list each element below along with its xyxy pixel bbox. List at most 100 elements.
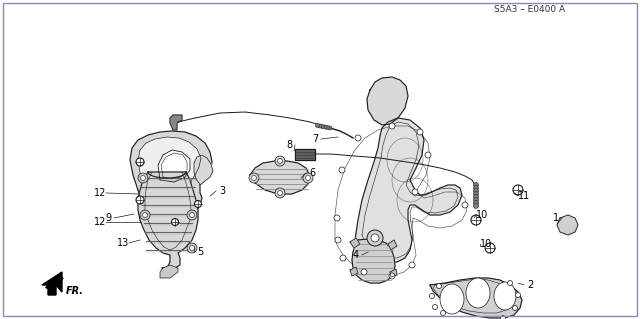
Circle shape	[361, 269, 367, 275]
Circle shape	[339, 167, 345, 173]
Text: FR.: FR.	[66, 286, 84, 296]
Polygon shape	[158, 150, 190, 182]
Text: 12: 12	[94, 188, 106, 198]
Circle shape	[195, 201, 202, 207]
Circle shape	[371, 234, 379, 242]
Circle shape	[143, 212, 147, 218]
Circle shape	[305, 175, 310, 181]
Polygon shape	[138, 137, 201, 210]
Circle shape	[417, 129, 423, 135]
Text: 8: 8	[286, 140, 292, 150]
Circle shape	[328, 126, 332, 130]
Polygon shape	[130, 131, 212, 218]
Circle shape	[425, 152, 431, 158]
Ellipse shape	[466, 278, 490, 308]
Circle shape	[278, 190, 282, 196]
Circle shape	[318, 124, 322, 128]
Circle shape	[412, 189, 418, 195]
Polygon shape	[355, 118, 462, 262]
Text: 13: 13	[117, 238, 129, 248]
Circle shape	[334, 215, 340, 221]
Polygon shape	[367, 77, 408, 125]
Polygon shape	[295, 149, 315, 160]
Circle shape	[141, 175, 145, 181]
Polygon shape	[388, 240, 397, 250]
Circle shape	[474, 201, 479, 205]
Polygon shape	[194, 155, 213, 185]
Circle shape	[335, 237, 341, 243]
Circle shape	[323, 125, 327, 129]
Circle shape	[513, 306, 518, 310]
Text: 3: 3	[219, 186, 225, 196]
Circle shape	[515, 293, 520, 298]
Text: 2: 2	[527, 280, 533, 290]
Circle shape	[321, 124, 324, 129]
Ellipse shape	[440, 284, 464, 314]
Circle shape	[485, 243, 495, 253]
Circle shape	[474, 197, 479, 203]
Circle shape	[187, 210, 197, 220]
Circle shape	[429, 293, 435, 299]
Text: 4: 4	[353, 250, 359, 260]
Circle shape	[474, 191, 479, 197]
Circle shape	[326, 125, 330, 130]
Polygon shape	[390, 269, 397, 277]
Polygon shape	[350, 238, 360, 248]
Ellipse shape	[494, 282, 516, 310]
Circle shape	[249, 173, 259, 183]
Circle shape	[278, 159, 282, 164]
Circle shape	[436, 284, 442, 288]
Circle shape	[340, 255, 346, 261]
Text: 10: 10	[480, 239, 492, 249]
Text: 9: 9	[105, 213, 111, 223]
Circle shape	[303, 173, 313, 183]
Polygon shape	[430, 278, 522, 318]
Circle shape	[389, 273, 395, 279]
Text: 11: 11	[518, 191, 530, 201]
Circle shape	[474, 195, 479, 199]
Circle shape	[136, 158, 144, 166]
Polygon shape	[42, 272, 62, 295]
Text: 1: 1	[553, 213, 559, 223]
Circle shape	[172, 219, 179, 226]
Circle shape	[474, 186, 479, 190]
Text: 5: 5	[197, 247, 203, 257]
Circle shape	[389, 123, 395, 129]
Circle shape	[316, 123, 319, 128]
Circle shape	[433, 305, 438, 309]
Circle shape	[275, 188, 285, 198]
Polygon shape	[352, 239, 395, 283]
Polygon shape	[166, 212, 184, 230]
Polygon shape	[350, 267, 358, 276]
Circle shape	[138, 173, 148, 183]
Circle shape	[136, 196, 144, 204]
Polygon shape	[557, 215, 578, 235]
Polygon shape	[250, 161, 310, 194]
Circle shape	[471, 215, 481, 225]
Circle shape	[474, 189, 479, 194]
Text: S5A3 – E0400 A: S5A3 – E0400 A	[495, 5, 566, 14]
Circle shape	[187, 243, 197, 253]
Polygon shape	[160, 265, 178, 278]
Text: 7: 7	[312, 134, 318, 144]
Circle shape	[409, 262, 415, 268]
Circle shape	[275, 156, 285, 166]
Text: 6: 6	[309, 168, 315, 178]
Circle shape	[440, 310, 445, 315]
Circle shape	[189, 212, 195, 218]
Text: 10: 10	[476, 210, 488, 220]
Circle shape	[462, 202, 468, 208]
Text: 12: 12	[94, 217, 106, 227]
Circle shape	[508, 280, 513, 286]
Circle shape	[367, 230, 383, 246]
Circle shape	[140, 210, 150, 220]
Polygon shape	[170, 115, 182, 130]
Circle shape	[189, 246, 195, 250]
Circle shape	[474, 204, 479, 209]
Circle shape	[474, 182, 479, 188]
Circle shape	[355, 135, 361, 141]
Circle shape	[513, 185, 523, 195]
Circle shape	[252, 175, 257, 181]
Circle shape	[500, 315, 506, 319]
Polygon shape	[138, 172, 198, 268]
